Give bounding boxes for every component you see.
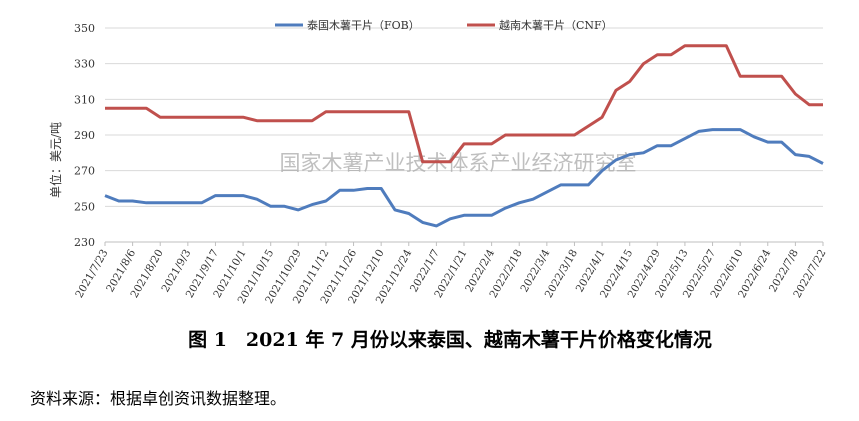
- y-tick-label: 230: [74, 236, 95, 249]
- watermark: 国家木薯产业技术体系产业经济研究室: [280, 151, 637, 175]
- y-tick-label: 250: [74, 200, 95, 213]
- y-axis-label: 单位：美元/吨: [48, 122, 63, 198]
- y-tick-label: 270: [74, 165, 95, 178]
- legend-label: 泰国木薯干片（FOB）: [307, 18, 420, 32]
- caption: 图 1 2021 年 7 月份以来泰国、越南木薯干片价格变化情况: [188, 328, 712, 351]
- y-tick-label: 330: [74, 58, 95, 71]
- source: 资料来源：根据卓创资讯数据整理。: [30, 389, 286, 408]
- y-tick-label: 350: [74, 22, 95, 35]
- series-line: [105, 44, 823, 164]
- legend-label: 越南木薯干片（CNF）: [499, 18, 613, 32]
- x-tick-label: 2021/7/23: [73, 248, 110, 301]
- series-line: [104, 128, 824, 228]
- y-tick-label: 310: [74, 93, 95, 106]
- y-tick-label: 290: [74, 129, 95, 142]
